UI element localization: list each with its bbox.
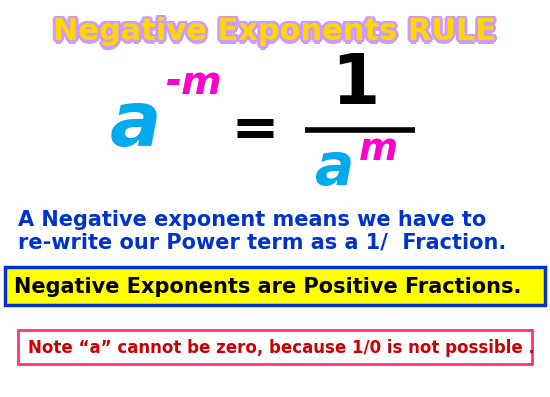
Text: a: a xyxy=(109,88,161,162)
FancyBboxPatch shape xyxy=(5,267,545,305)
Text: Negative Exponents RULE: Negative Exponents RULE xyxy=(52,15,494,44)
Text: a: a xyxy=(315,139,355,197)
Text: Negative Exponents RULE: Negative Exponents RULE xyxy=(54,19,498,48)
Text: Negative Exponents RULE: Negative Exponents RULE xyxy=(54,17,498,46)
Text: A Negative exponent means we have to: A Negative exponent means we have to xyxy=(18,210,486,230)
FancyBboxPatch shape xyxy=(18,330,532,364)
Text: Negative Exponents are Positive Fractions.: Negative Exponents are Positive Fraction… xyxy=(14,277,521,297)
Text: Negative Exponents RULE: Negative Exponents RULE xyxy=(53,15,497,44)
Text: re-write our Power term as a 1/  Fraction.: re-write our Power term as a 1/ Fraction… xyxy=(18,233,506,253)
Text: -m: -m xyxy=(164,64,221,102)
Text: Negative Exponents RULE: Negative Exponents RULE xyxy=(52,19,494,48)
Text: 1: 1 xyxy=(331,52,379,118)
Text: Negative Exponents RULE: Negative Exponents RULE xyxy=(53,21,497,50)
Text: m: m xyxy=(359,132,398,168)
Text: Negative Exponents RULE: Negative Exponents RULE xyxy=(52,17,496,46)
Text: Negative Exponents RULE: Negative Exponents RULE xyxy=(51,17,493,46)
Text: Negative Exponents RULE: Negative Exponents RULE xyxy=(57,17,499,46)
Text: Negative Exponents RULE: Negative Exponents RULE xyxy=(56,19,498,48)
Text: Negative Exponents RULE: Negative Exponents RULE xyxy=(53,17,497,46)
Text: Negative Exponents RULE: Negative Exponents RULE xyxy=(52,19,496,48)
Text: Negative Exponents RULE: Negative Exponents RULE xyxy=(56,15,498,44)
Text: Note “a” cannot be zero, because 1/0 is not possible .: Note “a” cannot be zero, because 1/0 is … xyxy=(28,339,535,357)
